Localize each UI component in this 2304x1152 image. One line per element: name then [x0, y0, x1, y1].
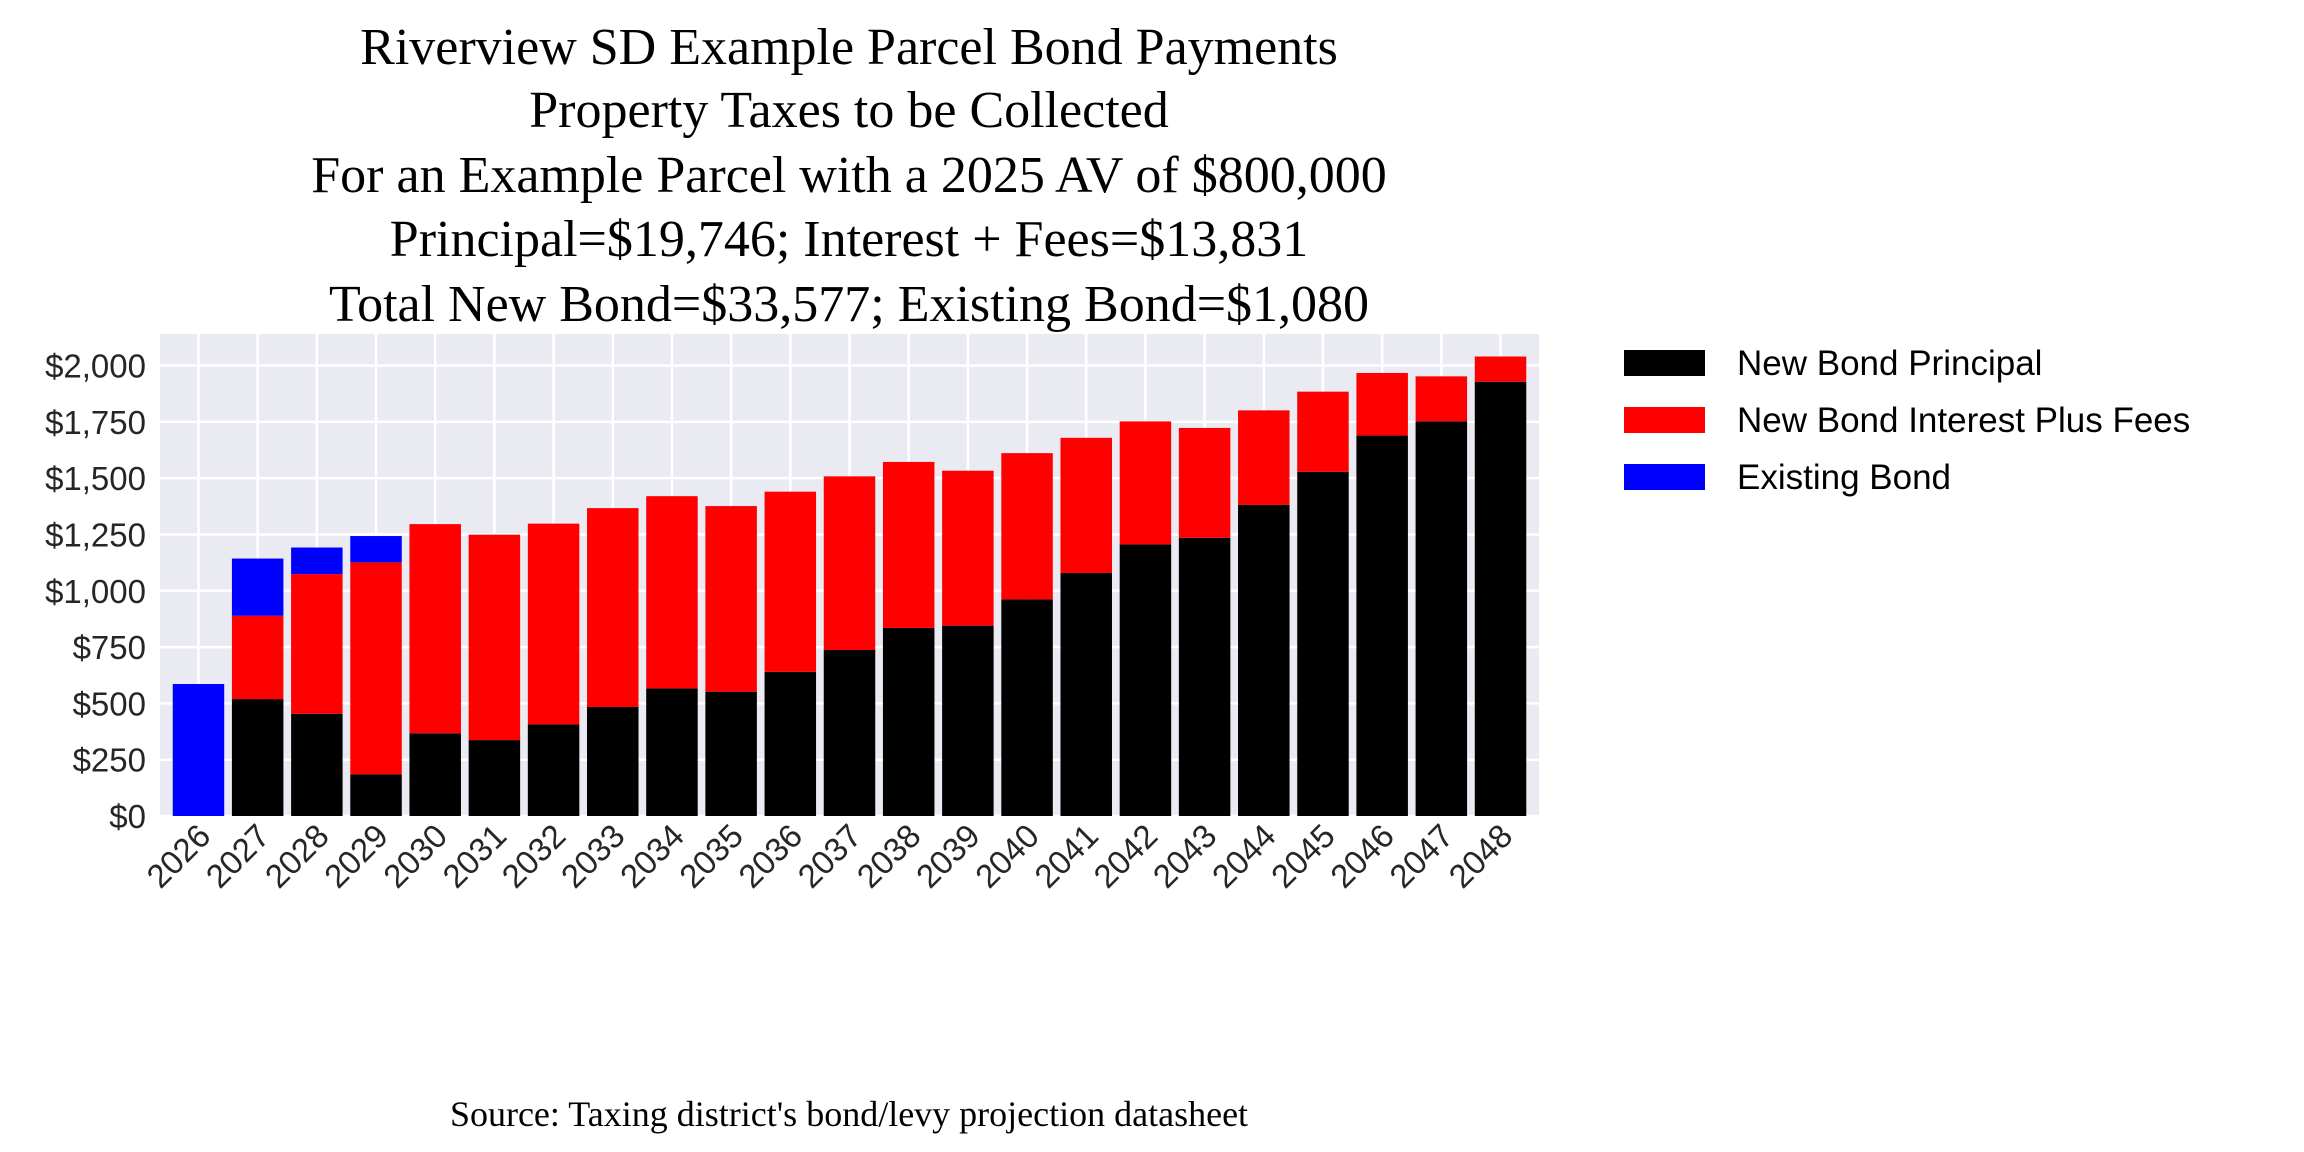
bar-principal-2030 — [409, 733, 461, 816]
bar-interest-fees-2027 — [231, 615, 284, 700]
legend-swatch — [1624, 407, 1705, 433]
bar-principal-2042 — [1119, 544, 1172, 816]
legend-swatch — [1624, 464, 1705, 490]
legend: New Bond Principal New Bond Interest Plus… — [1624, 344, 2190, 497]
y-tick-label: $500 — [73, 685, 146, 722]
bar-existing-bond-2027 — [231, 558, 284, 616]
bar-principal-2029 — [350, 774, 402, 816]
bar-interest-fees-2043 — [1178, 427, 1231, 538]
y-tick-label: $1,750 — [45, 404, 146, 441]
bar-principal-2035 — [705, 691, 757, 816]
x-tick-label: 2026 — [139, 817, 217, 895]
bar-principal-2043 — [1178, 537, 1231, 816]
x-tick-label: 2029 — [317, 817, 395, 895]
bar-principal-2033 — [587, 706, 639, 816]
x-tick-label: 2043 — [1145, 817, 1223, 895]
bar-interest-fees-2033 — [587, 508, 639, 707]
x-tick-label: 2033 — [554, 817, 632, 895]
legend-label: New Bond Principal — [1737, 344, 2042, 383]
bar-interest-fees-2038 — [882, 461, 935, 628]
bar-principal-2046 — [1356, 435, 1408, 816]
x-tick-label: 2032 — [494, 817, 572, 895]
x-axis: 2026202720282029203020312032203320342035… — [139, 817, 1519, 895]
bar-interest-fees-2046 — [1356, 372, 1408, 436]
x-tick-label: 2030 — [376, 817, 454, 895]
y-tick-label: $250 — [73, 742, 146, 779]
bar-existing-bond-2029 — [350, 536, 402, 563]
bar-interest-fees-2039 — [942, 470, 994, 626]
y-tick-label: $0 — [109, 798, 146, 835]
x-tick-label: 2041 — [1027, 817, 1105, 895]
bar-principal-2040 — [1001, 599, 1053, 816]
title-line-3: For an Example Parcel with a 2025 AV of … — [311, 147, 1387, 204]
bar-principal-2032 — [527, 724, 580, 816]
bar-existing-bond-2026 — [172, 684, 225, 816]
y-tick-label: $2,000 — [45, 348, 146, 385]
x-tick-label: 2037 — [790, 817, 868, 895]
bar-interest-fees-2034 — [646, 496, 698, 689]
title-line-4: Principal=$19,746; Interest + Fees=$13,8… — [390, 211, 1308, 268]
source-note: Source: Taxing district's bond/levy proj… — [450, 1094, 1248, 1134]
y-tick-label: $1,500 — [45, 460, 146, 497]
y-tick-label: $1,250 — [45, 516, 146, 553]
bar-principal-2048 — [1474, 381, 1527, 816]
y-tick-label: $1,000 — [45, 573, 146, 610]
bars — [172, 356, 1527, 816]
x-tick-label: 2028 — [258, 817, 336, 895]
x-tick-label: 2038 — [850, 817, 928, 895]
bar-interest-fees-2036 — [764, 491, 817, 672]
y-tick-label: $750 — [73, 629, 146, 666]
bar-interest-fees-2028 — [291, 574, 343, 714]
bar-principal-2044 — [1238, 504, 1290, 816]
bar-principal-2038 — [882, 627, 935, 816]
bar-interest-fees-2042 — [1119, 421, 1172, 545]
bar-interest-fees-2044 — [1238, 410, 1290, 505]
title-line-2: Property Taxes to be Collected — [529, 82, 1168, 139]
title-line-5: Total New Bond=$33,577; Existing Bond=$1… — [329, 276, 1369, 333]
x-tick-label: 2040 — [968, 817, 1046, 895]
chart-title: Riverview SD Example Parcel Bond Payment… — [311, 19, 1387, 333]
x-tick-label: 2036 — [731, 817, 809, 895]
bar-interest-fees-2048 — [1474, 356, 1527, 382]
x-tick-label: 2031 — [435, 817, 513, 895]
x-tick-label: 2048 — [1441, 817, 1519, 895]
legend-label: Existing Bond — [1737, 458, 1951, 497]
x-tick-label: 2042 — [1086, 817, 1164, 895]
bar-principal-2039 — [942, 625, 994, 816]
bar-principal-2031 — [468, 740, 521, 816]
bar-principal-2041 — [1060, 572, 1112, 816]
bar-interest-fees-2030 — [409, 524, 461, 734]
title-line-1: Riverview SD Example Parcel Bond Payment… — [360, 19, 1338, 76]
bar-interest-fees-2029 — [350, 562, 402, 775]
bar-existing-bond-2028 — [291, 547, 343, 575]
bar-interest-fees-2040 — [1001, 453, 1053, 600]
bar-principal-2037 — [823, 650, 876, 816]
bar-interest-fees-2031 — [468, 534, 521, 741]
bar-principal-2045 — [1297, 471, 1349, 816]
legend-label: New Bond Interest Plus Fees — [1737, 401, 2190, 440]
bar-interest-fees-2035 — [705, 506, 757, 692]
bar-interest-fees-2047 — [1415, 376, 1468, 422]
x-tick-label: 2046 — [1323, 817, 1401, 895]
x-tick-label: 2039 — [909, 817, 987, 895]
y-axis: $0 $250 $500 $750 $1,000 $1,250 $1,500 $1,750 $2… — [45, 348, 146, 835]
x-tick-label: 2027 — [199, 817, 277, 895]
bar-principal-2036 — [764, 671, 817, 816]
bar-interest-fees-2037 — [823, 476, 876, 651]
bar-interest-fees-2045 — [1297, 391, 1349, 472]
x-tick-label: 2035 — [672, 817, 750, 895]
x-tick-label: 2034 — [613, 817, 691, 895]
bar-principal-2034 — [646, 688, 698, 816]
x-tick-label: 2044 — [1205, 817, 1283, 895]
x-tick-label: 2047 — [1382, 817, 1460, 895]
bar-principal-2047 — [1415, 421, 1468, 816]
legend-swatch — [1624, 350, 1705, 376]
bar-principal-2028 — [291, 713, 343, 816]
bar-interest-fees-2032 — [527, 523, 580, 725]
bar-principal-2027 — [231, 699, 284, 816]
x-tick-label: 2045 — [1264, 817, 1342, 895]
bar-interest-fees-2041 — [1060, 437, 1112, 573]
